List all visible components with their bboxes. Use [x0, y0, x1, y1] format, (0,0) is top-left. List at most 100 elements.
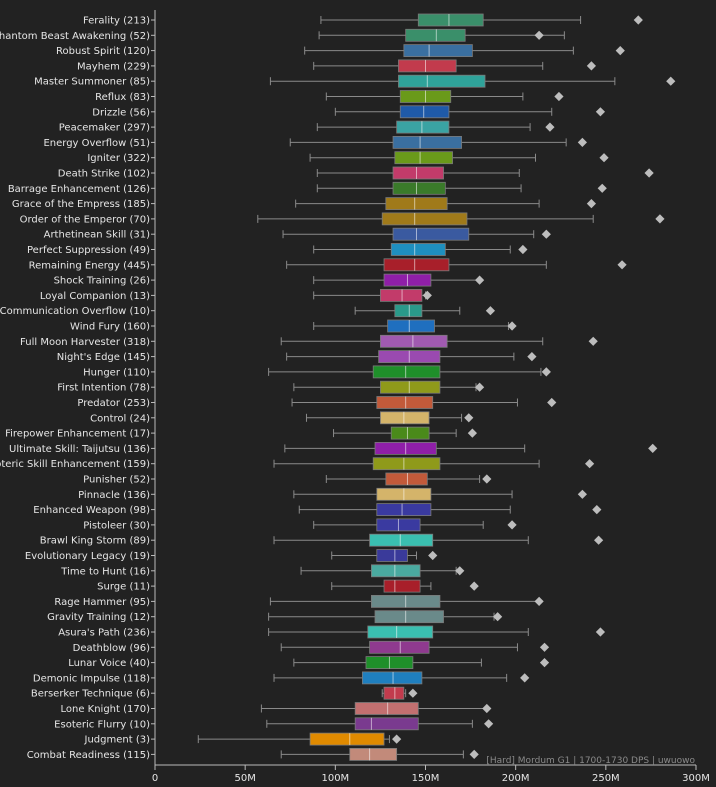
outlier-marker	[485, 306, 496, 316]
category-label: Hunger (110)	[83, 367, 150, 378]
box-row: Enhanced Weapon (98)	[33, 503, 602, 517]
category-label: Enhanced Weapon (98)	[33, 505, 150, 516]
box-row: Punisher (52)	[83, 472, 492, 486]
box-row: Surge (11)	[97, 579, 479, 593]
category-label: Esoteric Skill Enhancement (159)	[0, 459, 150, 470]
outlier-marker	[592, 505, 602, 515]
outlier-marker	[594, 535, 604, 545]
x-tick-label: 200M	[502, 773, 530, 784]
outlier-marker	[554, 91, 564, 102]
outlier-marker	[527, 352, 537, 362]
outlier-marker	[648, 443, 658, 453]
iqr-box	[376, 549, 408, 562]
box-row: Pinnacle (136)	[78, 487, 587, 501]
outlier-marker	[422, 290, 432, 300]
category-label: Firepower Enhancement (17)	[5, 429, 150, 440]
iqr-box	[390, 426, 430, 440]
category-label: Energy Overflow (51)	[43, 138, 150, 149]
iqr-box	[381, 212, 468, 226]
box-row: Hunger (110)	[83, 365, 551, 378]
iqr-box	[376, 503, 432, 517]
box-row: Rage Hammer (95)	[54, 595, 544, 608]
iqr-box	[367, 625, 434, 639]
outlier-marker	[617, 260, 627, 270]
box-row: Ferality (213)	[83, 13, 643, 27]
box-row: Lone Knight (170)	[60, 702, 492, 715]
box-row: Loyal Companion (13)	[40, 288, 432, 302]
outlier-marker	[518, 244, 528, 255]
outlier-marker	[666, 76, 676, 86]
category-label: Gravity Training (12)	[47, 612, 150, 623]
box-row: Brawl King Storm (89)	[40, 533, 604, 547]
box-row: Control (24)	[90, 411, 474, 424]
category-label: Asura's Path (236)	[58, 628, 150, 639]
outlier-marker	[585, 459, 595, 469]
box-row: Deathblow (96)	[73, 640, 550, 654]
category-label: Punisher (52)	[83, 475, 150, 486]
category-label: Control (24)	[90, 413, 150, 424]
category-label: Death Strike (102)	[58, 169, 150, 180]
category-label: Judgment (3)	[84, 735, 151, 746]
outlier-marker	[541, 229, 551, 239]
category-label: Rage Hammer (95)	[54, 597, 150, 608]
outlier-marker	[541, 367, 551, 377]
outlier-marker	[475, 275, 485, 285]
category-label: Drizzle (56)	[92, 107, 150, 118]
outlier-marker	[428, 550, 438, 561]
box-row: Drizzle (56)	[92, 105, 606, 118]
outlier-marker	[534, 596, 544, 606]
category-label: Peacemaker (297)	[59, 123, 150, 134]
outlier-marker	[595, 627, 606, 637]
x-tick-label: 250M	[592, 773, 620, 784]
box-row: Grace of the Empress (185)	[12, 197, 597, 210]
iqr-box	[383, 579, 421, 593]
chart-credit: [Hard] Mordum G1 | 1700-1730 DPS | uwuow…	[486, 756, 695, 766]
box-row: Berserker Technique (6)	[31, 686, 418, 700]
category-label: Master Summoner (85)	[34, 77, 150, 88]
outlier-marker	[595, 107, 606, 117]
outlier-marker	[534, 30, 544, 40]
box-row: Communication Overflow (10)	[0, 304, 496, 318]
category-label: Esoteric Flurry (10)	[54, 719, 150, 730]
box-row: Esoteric Flurry (10)	[54, 717, 494, 730]
outlier-marker	[482, 703, 492, 714]
category-label: Remaining Energy (445)	[29, 260, 150, 271]
outlier-marker	[475, 382, 485, 392]
outlier-marker	[464, 413, 474, 423]
iqr-box	[376, 396, 434, 409]
box-row: Death Strike (102)	[58, 166, 654, 180]
iqr-box	[383, 258, 450, 272]
box-row: Reflux (83)	[95, 90, 564, 103]
box-row: Barrage Enhancement (126)	[8, 181, 607, 195]
category-label: Reflux (83)	[95, 92, 150, 103]
iqr-box	[405, 28, 466, 42]
iqr-box	[392, 166, 444, 180]
outlier-marker	[547, 397, 557, 408]
category-label: Brawl King Storm (89)	[40, 536, 150, 547]
outlier-marker	[408, 688, 418, 698]
category-label: Grace of the Empress (185)	[12, 199, 150, 210]
box-row: Gravity Training (12)	[47, 610, 503, 623]
iqr-box	[394, 304, 423, 318]
outlier-marker	[469, 749, 479, 759]
category-label: Pistoleer (30)	[83, 520, 150, 531]
iqr-box	[361, 671, 423, 685]
category-label: Time to Hunt (16)	[60, 566, 150, 577]
category-label: First Intention (78)	[57, 383, 150, 394]
x-tick-label: 100M	[321, 773, 349, 784]
box-row: Wind Fury (160)	[70, 319, 517, 333]
category-label: Deathblow (96)	[73, 643, 150, 654]
outlier-marker	[392, 734, 402, 744]
iqr-box	[396, 120, 450, 134]
category-label: Perfect Suppression (49)	[27, 245, 150, 256]
iqr-box	[369, 533, 434, 547]
category-label: Lunar Voice (40)	[68, 658, 150, 669]
box-row: Asura's Path (236)	[58, 625, 606, 639]
box-row: Evolutionary Legacy (19)	[25, 549, 438, 562]
box-row: Arthetinean Skill (31)	[44, 227, 551, 241]
box-row: Igniter (322)	[87, 151, 609, 164]
iqr-box	[372, 457, 441, 471]
category-label: Night's Edge (145)	[57, 352, 150, 363]
iqr-box	[380, 288, 423, 302]
